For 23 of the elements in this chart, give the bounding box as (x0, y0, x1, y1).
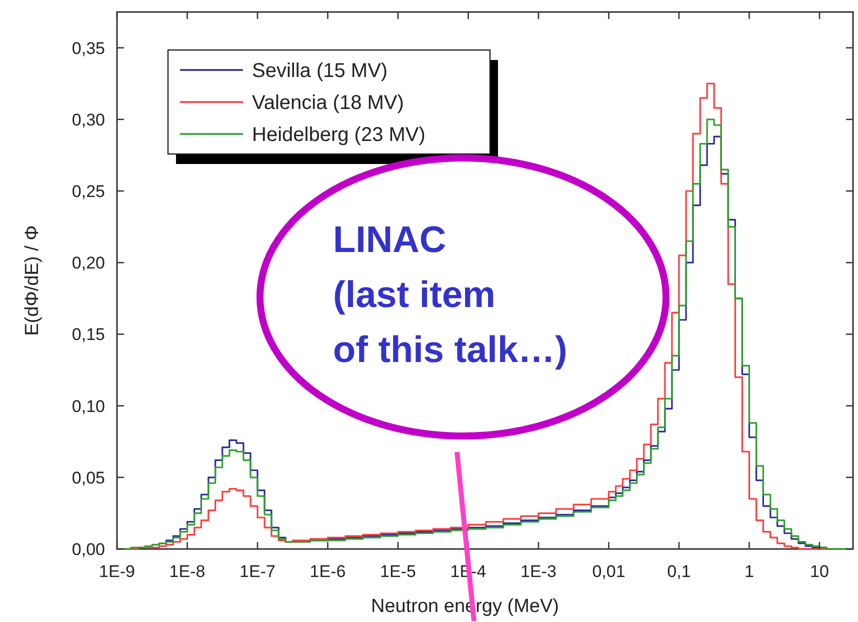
x-tick-label: 1E-8 (169, 562, 206, 581)
y-tick-label: 0,10 (72, 396, 105, 416)
legend-label: Heidelberg (23 MV) (252, 124, 426, 146)
y-tick-label: 0,00 (72, 540, 105, 559)
legend-label: Valencia (18 MV) (252, 92, 404, 114)
y-tick-label: 0,15 (72, 325, 105, 344)
x-tick-label: 1E-9 (99, 562, 135, 581)
annotation: LINAC (last item of this talk…) (333, 219, 568, 370)
x-tick-label: 10 (810, 562, 829, 581)
x-tick-label: 0,01 (592, 562, 626, 581)
x-tick-label: 1 (744, 562, 754, 581)
y-tick-label: 0,30 (72, 110, 105, 130)
y-axis-title: E(dΦ/dE) / Φ (22, 225, 43, 336)
x-tick-label: 1E-5 (380, 562, 416, 581)
x-tick-label: 1E-6 (310, 562, 346, 581)
y-tick-label: 0,20 (72, 254, 105, 273)
y-tick-label: 0,05 (72, 468, 105, 488)
x-tick-label: 1E-3 (520, 562, 556, 581)
x-tick-label: 1E-7 (240, 562, 276, 581)
y-tick-label: 0,35 (72, 38, 105, 58)
x-tick-label: 0,1 (667, 562, 691, 581)
legend-label: Sevilla (15 MV) (252, 60, 388, 82)
y-tick-label: 0,25 (72, 182, 105, 201)
